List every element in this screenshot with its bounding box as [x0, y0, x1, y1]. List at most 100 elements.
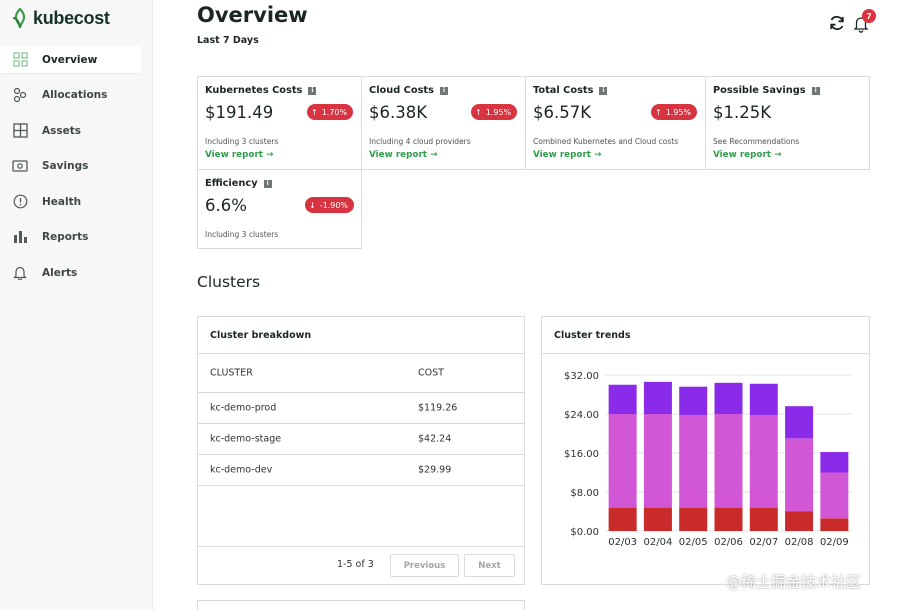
sidebar-item-assets[interactable]: Assets: [0, 117, 142, 144]
clusters-section-title: Clusters: [197, 273, 261, 291]
sidebar-item-allocations[interactable]: Allocations: [0, 81, 142, 108]
cluster-cost: $42.24: [418, 433, 452, 445]
sidebar-item-label: Alerts: [42, 266, 78, 279]
cluster-trends-panel: Cluster trends $0.00 $8.00 $16.00 $24.00 $32…: [541, 316, 870, 585]
bar-segment-kc-demo-prod[interactable]: [785, 438, 814, 512]
column-header-cost[interactable]: COST: [418, 367, 444, 379]
cluster-name: kc-demo-stage: [210, 433, 282, 445]
bar-segment-kc-demo-prod[interactable]: [714, 414, 743, 508]
bar-segment-kc-demo-dev[interactable]: [679, 507, 708, 531]
info-icon[interactable]: i: [308, 86, 317, 95]
card-title: Cloud Costs i: [369, 85, 448, 96]
card-note: See Recommendations: [713, 137, 800, 146]
sidebar-item-label: Assets: [42, 124, 82, 137]
bar-segment-kc-demo-prod[interactable]: [820, 472, 849, 519]
change-value: 1.95%: [485, 107, 512, 117]
x-tick-label: 02/09: [820, 537, 849, 548]
info-icon[interactable]: i: [599, 86, 608, 95]
next-page-button[interactable]: Next: [464, 554, 515, 577]
card-value: $1.25K: [713, 103, 772, 122]
column-header-cluster[interactable]: CLUSTER: [210, 367, 253, 379]
bar-segment-kc-demo-stage[interactable]: [820, 452, 849, 473]
bar-segment-kc-demo-stage[interactable]: [749, 383, 778, 415]
arrow-right-icon: →: [430, 150, 438, 160]
sidebar-item-savings[interactable]: Savings: [0, 152, 142, 179]
bar-segment-kc-demo-stage[interactable]: [679, 386, 708, 415]
card-title: Kubernetes Costs i: [205, 85, 317, 96]
sidebar-item-label: Overview: [42, 53, 98, 66]
cluster-breakdown-panel: Cluster breakdown CLUSTER COST kc-demo-p…: [197, 316, 525, 585]
x-tick-label: 02/03: [608, 537, 637, 548]
view-report-link[interactable]: View report →: [205, 150, 273, 160]
info-icon[interactable]: i: [263, 179, 272, 188]
panel-title: Cluster breakdown: [198, 317, 524, 354]
view-report-link[interactable]: View report →: [713, 150, 781, 160]
reports-icon: [12, 229, 28, 245]
grid-icon: [12, 52, 28, 68]
table-row[interactable]: kc-demo-stage $42.24: [198, 424, 524, 455]
table-row[interactable]: kc-demo-prod $119.26: [198, 393, 524, 424]
card-note: Combined Kubernetes and Cloud costs: [533, 137, 679, 146]
view-report-link[interactable]: View report →: [369, 150, 437, 160]
page-title: Overview: [197, 3, 308, 27]
bar-segment-kc-demo-prod[interactable]: [679, 414, 708, 508]
bar-segment-kc-demo-dev[interactable]: [785, 511, 814, 532]
sidebar-item-reports[interactable]: Reports: [0, 223, 142, 250]
watermark-text: @稀土掘金技术社区: [726, 573, 862, 591]
previous-page-button[interactable]: Previous: [390, 554, 459, 577]
card-title-text: Total Costs: [533, 85, 594, 96]
sidebar-item-label: Allocations: [42, 88, 108, 101]
x-tick-label: 02/06: [714, 537, 743, 548]
card-value: $191.49: [205, 103, 274, 122]
change-badge: ↓ -1.90%: [305, 197, 355, 213]
change-badge: ↑ 1.95%: [471, 104, 518, 120]
arrow-down-icon: ↓: [309, 200, 316, 210]
y-tick-label: $24.00: [564, 410, 599, 421]
card-title-text: Possible Savings: [713, 85, 806, 96]
pagination: 1-5 of 3 Previous Next: [198, 546, 524, 584]
bar-segment-kc-demo-prod[interactable]: [749, 414, 778, 508]
sidebar-item-health[interactable]: Health: [0, 188, 142, 215]
bar-segment-kc-demo-dev[interactable]: [608, 507, 637, 531]
link-label: View report: [369, 150, 428, 160]
info-icon[interactable]: i: [439, 86, 448, 95]
bar-segment-kc-demo-dev[interactable]: [714, 507, 743, 531]
sidebar-item-alerts[interactable]: Alerts: [0, 259, 142, 286]
assets-icon: [12, 123, 28, 139]
bar-segment-kc-demo-stage[interactable]: [608, 384, 637, 414]
bar-segment-kc-demo-stage[interactable]: [643, 381, 672, 414]
cluster-trends-chart: $0.00 $8.00 $16.00 $24.00 $32.00 02/03 02/04 02…: [564, 371, 852, 548]
view-report-link[interactable]: View report →: [533, 150, 601, 160]
bar-segment-kc-demo-dev[interactable]: [749, 507, 778, 531]
card-value: $6.57K: [533, 103, 592, 122]
card-note: Including 4 cloud providers: [369, 137, 471, 146]
bar-segment-kc-demo-dev[interactable]: [820, 518, 849, 531]
arrow-up-icon: ↑: [655, 107, 662, 117]
info-icon[interactable]: i: [811, 86, 820, 95]
sidebar-item-label: Health: [42, 195, 82, 208]
link-label: View report: [713, 150, 772, 160]
cluster-name: kc-demo-dev: [210, 464, 273, 476]
table-row[interactable]: kc-demo-dev $29.99: [198, 455, 524, 486]
bar-segment-kc-demo-prod[interactable]: [608, 414, 637, 508]
bar-segment-kc-demo-stage[interactable]: [714, 382, 743, 414]
change-value: 1.70%: [321, 107, 348, 117]
sidebar-item-label: Reports: [42, 230, 89, 243]
sidebar-item-overview[interactable]: Overview: [0, 46, 142, 73]
bar-segment-kc-demo-dev[interactable]: [643, 507, 672, 531]
bar-segment-kc-demo-stage[interactable]: [785, 406, 814, 439]
card-value: $6.38K: [369, 103, 428, 122]
next-panel-partial: [197, 600, 525, 610]
bar-segment-kc-demo-prod[interactable]: [643, 414, 672, 508]
arrow-right-icon: →: [774, 150, 782, 160]
kubecost-logo[interactable]: kubecost: [12, 7, 110, 29]
metric-card-possible-savings: Possible Savings i $1.25K See Recommendat…: [705, 76, 870, 170]
refresh-icon[interactable]: [828, 14, 846, 32]
card-title: Efficiency i: [205, 178, 272, 189]
change-badge: ↑ 1.95%: [651, 104, 698, 120]
card-title-text: Efficiency: [205, 178, 258, 189]
x-tick-label: 02/08: [785, 537, 814, 548]
card-title-text: Kubernetes Costs: [205, 85, 303, 96]
x-tick-label: 02/05: [679, 537, 708, 548]
notification-count-badge: 7: [862, 9, 876, 23]
